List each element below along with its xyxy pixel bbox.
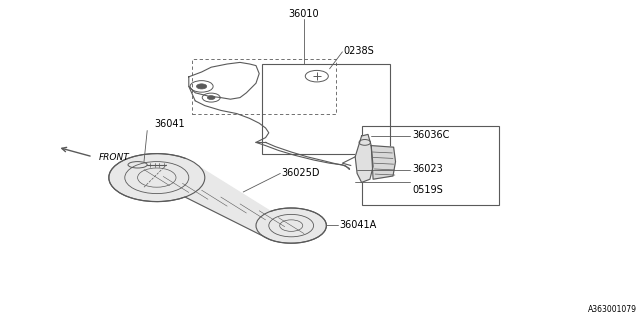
Text: 0519S: 0519S bbox=[413, 185, 444, 196]
Polygon shape bbox=[355, 134, 373, 182]
Text: 36036C: 36036C bbox=[413, 130, 450, 140]
Text: A363001079: A363001079 bbox=[588, 305, 637, 314]
Text: 36010: 36010 bbox=[289, 9, 319, 19]
Circle shape bbox=[196, 84, 207, 89]
Bar bbox=[262, 64, 390, 154]
Bar bbox=[362, 126, 499, 205]
Text: 36041: 36041 bbox=[154, 119, 185, 129]
Text: 0238S: 0238S bbox=[343, 46, 374, 56]
Text: FRONT: FRONT bbox=[99, 153, 130, 162]
Polygon shape bbox=[371, 146, 396, 179]
Text: 36023: 36023 bbox=[413, 164, 444, 174]
Circle shape bbox=[207, 96, 215, 100]
Text: 36025D: 36025D bbox=[282, 168, 320, 179]
Text: 36041A: 36041A bbox=[339, 220, 376, 230]
Polygon shape bbox=[109, 154, 326, 243]
